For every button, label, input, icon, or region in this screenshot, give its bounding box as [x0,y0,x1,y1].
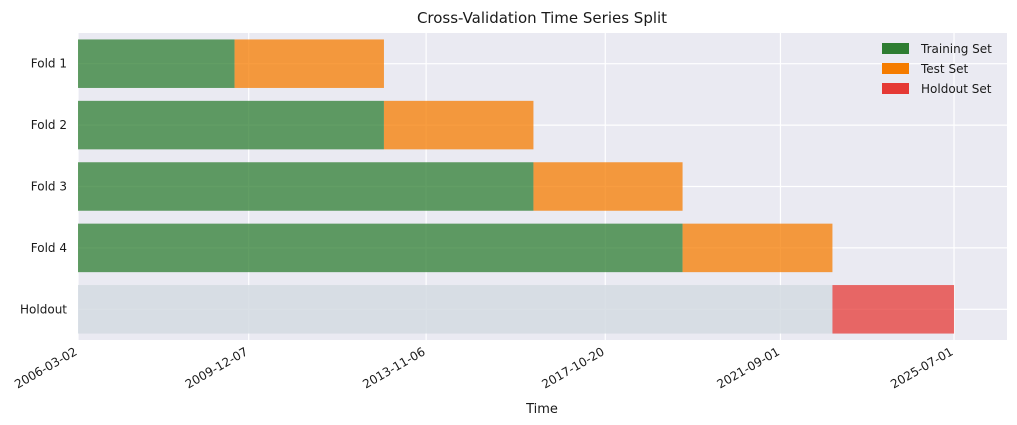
training-set-bar [78,223,683,273]
training-set-bar [78,39,235,88]
x-axis-title: Time [525,402,558,417]
y-tick-label: Fold 3 [31,180,67,194]
legend-label-test-set: Test Set [920,62,968,76]
training-set-bar [78,162,534,211]
legend-swatch-test-set [882,63,909,74]
legend-label-holdout-set: Holdout Set [921,82,992,96]
legend-swatch-training-set [882,43,909,54]
x-tick-label: 2017-10-20 [539,344,606,391]
y-tick-label: Fold 1 [31,57,67,71]
x-tick-label: 2013-11-06 [360,344,427,391]
x-tick-label: 2006-03-02 [12,344,79,391]
y-tick-label: Fold 4 [31,241,67,255]
test-set-bar [234,39,384,88]
holdout-set-bar [832,285,955,334]
legend-label-training-set: Training Set [920,42,992,56]
training-set-bar [78,100,384,150]
x-tick-label: 2025-07-01 [888,344,955,391]
y-tick-label: Holdout [20,302,67,316]
x-tick-labels: 2006-03-02 2009-12-07 2013-11-06 2017-10-20… [12,344,955,391]
x-tick-label: 2021-09-01 [715,344,782,391]
holdout-background-band [78,285,833,334]
legend-swatch-holdout-set [882,83,909,94]
test-set-bar [682,223,833,273]
legend: Training Set Test Set Holdout Set [882,42,992,96]
chart-title: Cross-Validation Time Series Split [417,9,667,27]
background-band-layer [78,285,833,334]
test-set-bar [383,100,534,150]
y-tick-labels: Fold 1 Fold 2 Fold 3 Fold 4 Holdout [20,57,67,317]
test-set-bar [533,162,683,211]
x-tick-label: 2009-12-07 [183,344,250,391]
y-tick-label: Fold 2 [31,118,67,132]
bar-layer [78,39,955,334]
